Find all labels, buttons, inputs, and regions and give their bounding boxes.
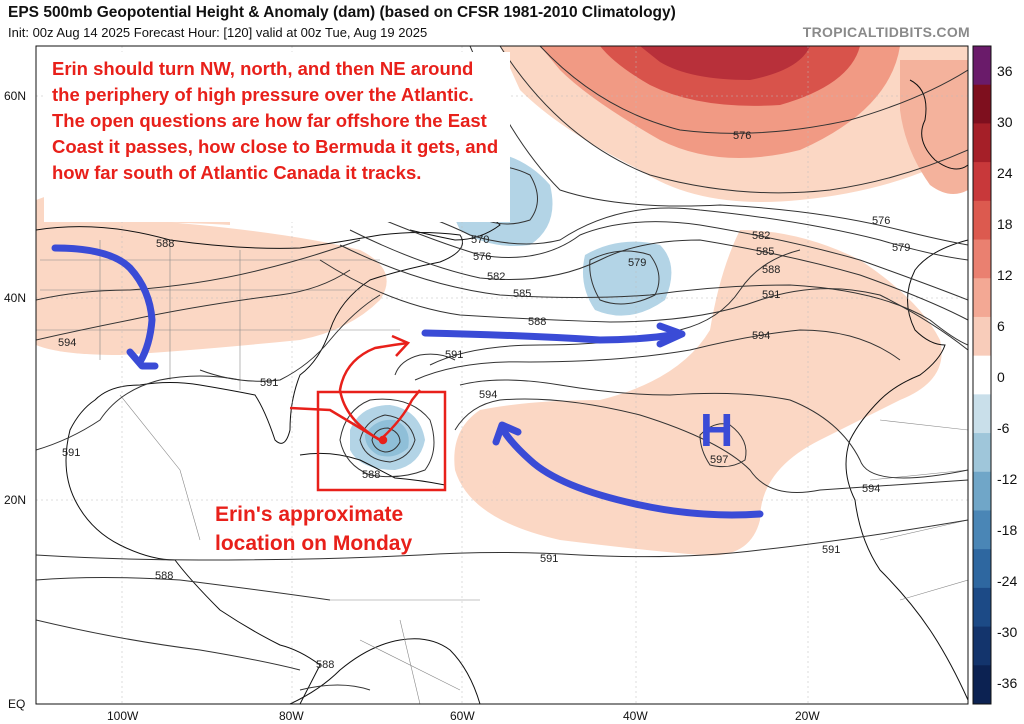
arrow-high-head — [492, 421, 522, 446]
contour-label: 588 — [316, 659, 334, 671]
erin-center-marker — [378, 435, 388, 445]
colorbar-tick-label: 36 — [997, 63, 1013, 79]
lon-label: 60W — [450, 709, 475, 723]
plot-frame — [35, 45, 969, 705]
colorbar-tick-label: -30 — [997, 624, 1017, 640]
contour-label: 576 — [473, 251, 491, 263]
contour-label: 594 — [862, 483, 880, 495]
colorbar-swatch — [973, 626, 991, 666]
colorbar-tick-label: -6 — [997, 420, 1010, 436]
longitude-labels: 100W 80W 60W 40W 20W — [107, 709, 820, 723]
contour-label: 582 — [487, 271, 505, 283]
colorbar-swatch — [973, 394, 991, 434]
colorbar-swatch — [973, 123, 991, 163]
contour-label: 570 — [471, 234, 489, 246]
colorbar-swatch — [973, 316, 991, 357]
contour-label: 579 — [628, 257, 646, 269]
colorbar-swatch — [973, 471, 991, 511]
colorbar-tick-label: 0 — [997, 369, 1005, 385]
lon-label: 100W — [107, 709, 139, 723]
contour-label: 591 — [260, 377, 278, 389]
contour-label: 591 — [762, 289, 780, 301]
lat-label: EQ — [8, 697, 25, 711]
colorbar-tick-label: -36 — [997, 675, 1017, 691]
arrow-west — [51, 244, 156, 366]
contour-label: 591 — [445, 349, 463, 361]
colorbar-swatch — [973, 587, 991, 628]
contour-label: 594 — [752, 330, 770, 342]
colorbar-frame — [972, 45, 992, 705]
colorbar-swatch — [973, 200, 991, 241]
colorbar-swatch — [973, 355, 991, 395]
coastlines — [36, 79, 968, 704]
track-branch-northwest — [289, 406, 381, 442]
contour-label: 585 — [756, 246, 774, 258]
colorbar-swatch — [973, 162, 991, 202]
contour-label: 588 — [156, 238, 174, 250]
colorbar-tick-label: 30 — [997, 114, 1013, 130]
colorbar-tick-label: 24 — [997, 165, 1013, 181]
arrow-atlantic-head — [656, 322, 686, 348]
track-arrow-head — [391, 334, 411, 357]
colorbar-swatch — [973, 433, 991, 473]
colorbar-swatch — [973, 278, 991, 318]
contour-label: 588 — [762, 264, 780, 276]
brand-watermark: TROPICALTIDBITS.COM — [802, 24, 970, 40]
lon-label: 40W — [623, 709, 648, 723]
map-subtitle: Init: 00z Aug 14 2025 Forecast Hour: [12… — [8, 25, 428, 40]
colorbar-tick-label: 12 — [997, 267, 1013, 283]
arrow-high — [498, 424, 764, 519]
colorbar-swatch — [973, 46, 991, 86]
contour-label: 597 — [710, 454, 728, 466]
colorbar: 36 30 24 18 12 6 0 -6 -12 -18 -24 -30 -36 — [972, 45, 1017, 705]
lon-label: 80W — [279, 709, 304, 723]
colorbar-tick-label: -24 — [997, 573, 1017, 589]
latitude-labels: 60N 40N 20N EQ — [4, 89, 26, 711]
colorbar-swatch — [973, 510, 991, 550]
arrow-atlantic — [421, 329, 684, 344]
contour-label: 579 — [892, 242, 910, 254]
lon-label: 20W — [795, 709, 820, 723]
erin-track-annotations — [289, 334, 447, 492]
contour-label: 594 — [326, 703, 344, 715]
colorbar-tick-label: -12 — [997, 471, 1017, 487]
colorbar-swatch — [973, 239, 991, 279]
map-title: EPS 500mb Geopotential Height & Anomaly … — [8, 4, 676, 21]
track-arrow — [338, 341, 409, 442]
contour-label: 591 — [62, 447, 80, 459]
colorbar-tick-label: 18 — [997, 216, 1013, 232]
contour-label: 594 — [479, 389, 497, 401]
colorbar-tick-label: -18 — [997, 522, 1017, 538]
contour-labels: 576 570 576 582 585 588 591 594 597 579 … — [58, 130, 910, 715]
lat-label: 40N — [4, 291, 26, 305]
track-branch-east — [379, 389, 421, 441]
lat-label: 60N — [4, 89, 26, 103]
contour-label: 591 — [822, 544, 840, 556]
contour-label: 582 — [752, 230, 770, 242]
high-pressure-label: H — [700, 404, 734, 456]
contour-label: 588 — [362, 469, 380, 481]
forecast-annotation: Erin should turn NW, north, and then NE … — [44, 52, 510, 222]
arrow-west-head — [126, 348, 159, 370]
colorbar-swatch — [973, 84, 991, 124]
colorbar-swatch — [973, 549, 991, 589]
contour-label: 588 — [155, 570, 173, 582]
contour-label: 576 — [872, 215, 890, 227]
erin-location-label: Erin's approximate location on Monday — [215, 503, 413, 555]
contour-label: 588 — [528, 316, 546, 328]
contour-label: 585 — [513, 288, 531, 300]
erin-location-box — [316, 390, 447, 492]
colorbar-swatch — [973, 665, 991, 705]
lat-label: 20N — [4, 493, 26, 507]
contour-label: 594 — [58, 337, 76, 349]
colorbar-tick-label: 6 — [997, 318, 1005, 334]
height-contours — [36, 46, 968, 691]
contour-label: 591 — [540, 553, 558, 565]
steering-arrows — [51, 244, 764, 519]
contour-label: 576 — [733, 130, 751, 142]
